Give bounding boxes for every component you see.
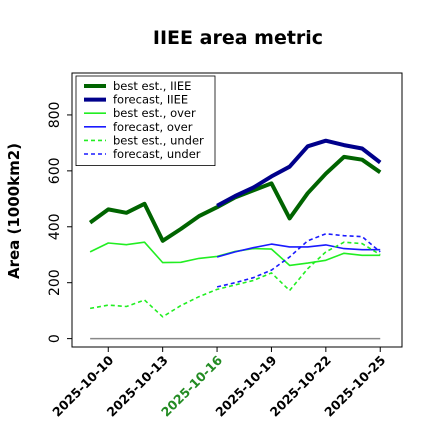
y-tick-label: 400 [47, 213, 63, 240]
y-tick-label: 600 [47, 157, 63, 184]
y-axis-label: Area (1000km2) [5, 143, 23, 279]
y-tick-label: 800 [47, 102, 63, 129]
legend-label: best est., IIEE [113, 79, 191, 93]
legend-label: best est., under [113, 133, 204, 147]
legend-label: forecast, over [113, 120, 193, 134]
series-line [88, 154, 382, 243]
y-tick-label: 0 [47, 334, 63, 343]
legend-box [75, 75, 216, 166]
legend-label: forecast, IIEE [113, 93, 188, 107]
y-tick-label: 200 [47, 269, 63, 296]
series-line [216, 233, 381, 288]
plot-frame [71, 72, 403, 348]
series-line [89, 241, 381, 318]
legend-label: forecast, under [113, 147, 201, 161]
series-line [216, 243, 381, 258]
chart-title: IIEE area metric [153, 27, 323, 49]
series-line [216, 138, 382, 208]
legend-label: best est., over [113, 106, 196, 120]
